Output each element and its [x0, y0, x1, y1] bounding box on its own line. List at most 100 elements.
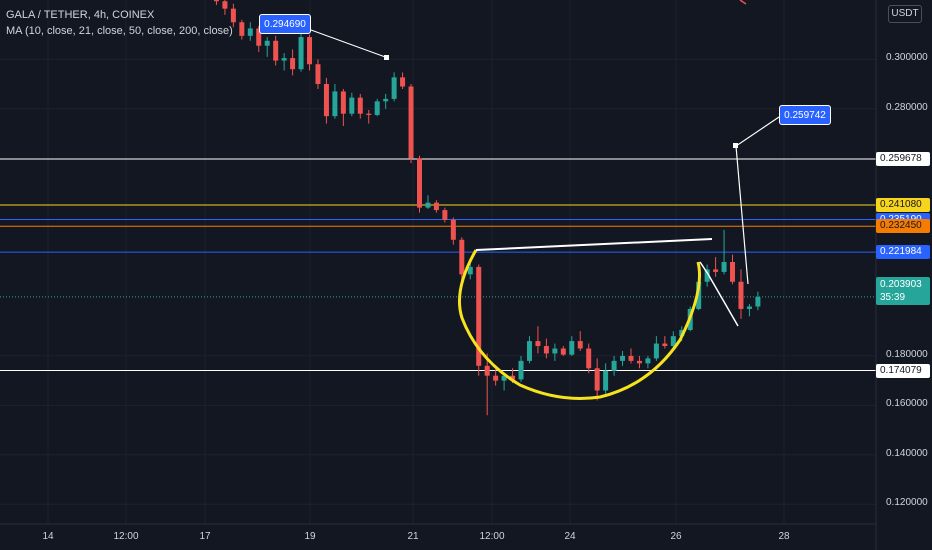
candle-body — [340, 91, 346, 114]
level-label-5: 0.174079 — [876, 363, 930, 378]
x-tick-label: 12:00 — [113, 531, 139, 542]
last-price-value: 0.203903 — [880, 279, 922, 290]
candle-body — [307, 37, 313, 65]
candle-body — [281, 58, 287, 61]
candle-body — [636, 360, 642, 364]
candle-body — [670, 336, 676, 347]
candle-body — [290, 58, 296, 70]
candle-body — [628, 355, 634, 361]
candle-body — [543, 346, 549, 354]
candle-body — [323, 84, 329, 117]
x-tick-label: 28 — [778, 531, 790, 542]
x-tick-label: 21 — [407, 531, 419, 542]
candle-body — [408, 86, 414, 159]
y-tick-label: 0.300000 — [886, 52, 928, 64]
candle-body — [620, 355, 626, 361]
candle-body — [510, 375, 516, 380]
callout-1-anchor — [384, 55, 389, 60]
candle-body — [645, 358, 651, 364]
y-tick-label: 0.280000 — [886, 101, 928, 113]
callout-1-leader — [310, 29, 389, 59]
candle-body — [738, 281, 744, 309]
candle-body — [247, 28, 253, 36]
candle-body — [357, 97, 363, 114]
price-callout-2[interactable]: 0.259742 — [779, 105, 831, 125]
x-tick-label: 17 — [199, 531, 211, 542]
candle-body — [213, 0, 219, 2]
candle-body — [230, 8, 236, 23]
candle-body — [611, 360, 617, 371]
level-label-0: 0.259678 — [876, 151, 930, 166]
candle-body — [696, 281, 702, 309]
symbol-title: GALA / TETHER, 4h, COINEX — [6, 9, 155, 21]
candle-body — [332, 91, 338, 117]
candle-body — [366, 113, 372, 115]
candle-body — [239, 22, 245, 36]
ma-indicator-legend[interactable]: MA (10, close, 21, close, 50, close, 200… — [6, 25, 233, 37]
callout-2-leader — [735, 116, 780, 285]
chart-grid — [0, 0, 876, 524]
drawings — [310, 0, 780, 400]
level-label-3: 0.232450 — [876, 219, 930, 234]
candle-body — [713, 269, 719, 272]
level-label-4: 0.221984 — [876, 245, 930, 260]
y-tick-label: 0.120000 — [886, 497, 928, 509]
candle-body — [662, 343, 668, 347]
candle-body — [315, 64, 321, 85]
x-tick-label: 19 — [304, 531, 316, 542]
candle-body — [391, 77, 397, 99]
candle-body — [577, 341, 583, 349]
y-tick-label: 0.140000 — [886, 447, 928, 459]
candle-body — [603, 370, 609, 391]
candle-body — [746, 306, 752, 309]
handle-line[interactable] — [699, 261, 739, 327]
x-tick-label: 14 — [42, 531, 54, 542]
candle-body — [425, 202, 431, 208]
candle-body — [501, 375, 507, 381]
price-callout-1[interactable]: 0.294690 — [259, 14, 311, 34]
level-label-1: 0.241080 — [876, 197, 930, 212]
candle-body — [484, 365, 490, 376]
candle-body — [467, 266, 473, 275]
cup-rim-line[interactable] — [475, 238, 713, 251]
candle-body — [755, 296, 761, 307]
x-tick-label: 12:00 — [479, 531, 505, 542]
candle-body — [535, 341, 541, 347]
candle-body — [526, 341, 532, 361]
candle-body — [383, 98, 389, 102]
candle-body — [730, 262, 736, 282]
candle-body — [417, 158, 422, 208]
candle-body — [476, 266, 482, 366]
candle-body — [264, 40, 270, 46]
candle-body — [459, 239, 465, 275]
candle-body — [704, 269, 710, 282]
candle-body — [594, 368, 600, 391]
candle-body — [569, 341, 575, 355]
partial-trendline — [739, 0, 747, 5]
candle-body — [653, 343, 659, 359]
y-tick-label: 0.180000 — [886, 348, 928, 360]
candle-body — [586, 348, 592, 369]
callout-2-anchor — [733, 143, 738, 148]
candle-body — [493, 375, 499, 381]
x-tick-label: 24 — [564, 531, 576, 542]
candle-body — [721, 262, 727, 272]
candle-body — [518, 360, 524, 380]
last-price-label: 0.203903 35:39 — [876, 277, 930, 305]
candle-body — [552, 348, 558, 354]
cup-curve[interactable] — [458, 249, 702, 400]
candle-body — [374, 101, 380, 115]
candle-body — [256, 28, 262, 46]
candle-body — [273, 40, 279, 61]
horizontal-levels — [0, 158, 876, 372]
candle-body — [298, 37, 304, 70]
x-tick-label: 26 — [670, 531, 682, 542]
currency-button[interactable]: USDT — [888, 5, 922, 23]
candle-body — [442, 210, 448, 220]
candle-body — [349, 97, 355, 114]
y-tick-label: 0.160000 — [886, 398, 928, 410]
bar-countdown: 35:39 — [880, 292, 906, 303]
candle-body — [400, 77, 406, 87]
candle-body — [222, 1, 228, 9]
